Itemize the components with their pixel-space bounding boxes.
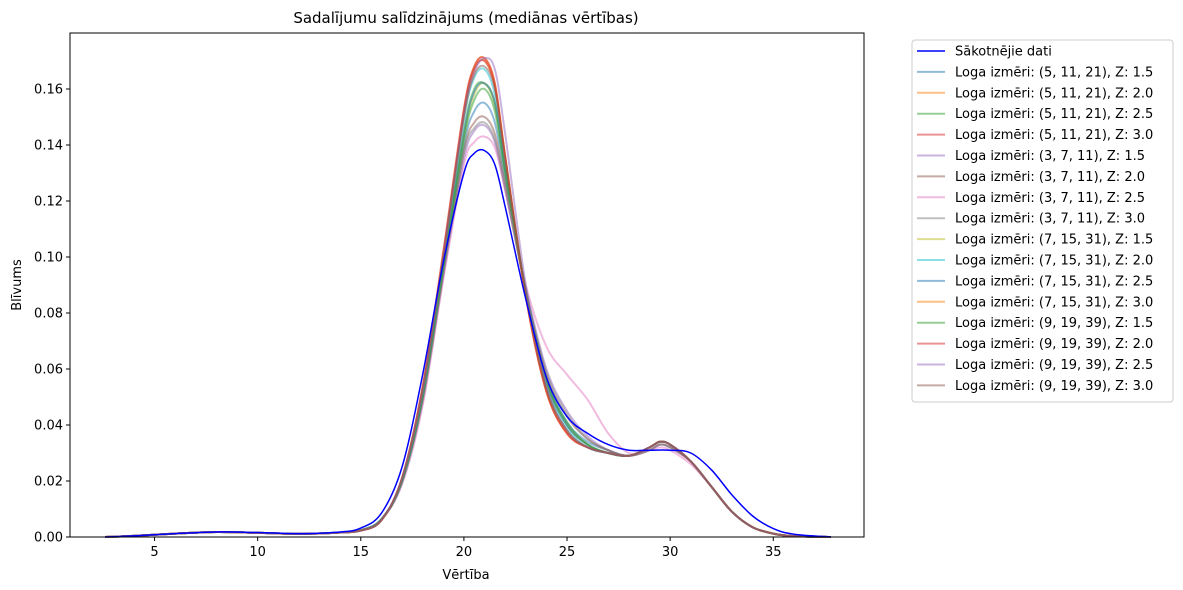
chart-title: Sadalījumu salīdzinājums (mediānas vērtī… <box>293 9 638 27</box>
legend-label-8: Loga izmēri: (3, 7, 11), Z: 3.0 <box>955 212 1145 227</box>
legend-label-9: Loga izmēri: (7, 15, 31), Z: 1.5 <box>955 233 1153 248</box>
legend: Sākotnējie dati Loga izmēri: (5, 11, 21),… <box>911 39 1174 403</box>
legend-label-5: Loga izmēri: (3, 7, 11), Z: 1.5 <box>955 149 1145 164</box>
legend-label-10: Loga izmēri: (7, 15, 31), Z: 2.0 <box>955 254 1153 269</box>
legend-label-13: Loga izmēri: (9, 19, 39), Z: 1.5 <box>955 316 1153 331</box>
x-axis-label: Vērtība <box>442 568 489 583</box>
x-axis-ticks: 5 10 15 20 25 30 35 <box>150 537 782 560</box>
y-tick-label: 0.16 <box>34 83 63 98</box>
series-line-0 <box>105 148 832 538</box>
legend-label-2: Loga izmēri: (5, 11, 21), Z: 2.0 <box>955 86 1153 101</box>
y-tick-label: 0.10 <box>34 251 63 266</box>
y-tick-label: 0.04 <box>34 419 63 434</box>
x-tick-label: 35 <box>765 545 782 560</box>
legend-label-11: Loga izmēri: (7, 15, 31), Z: 2.5 <box>955 274 1153 289</box>
legend-frame <box>911 39 1174 403</box>
legend-label-4: Loga izmēri: (5, 11, 21), Z: 3.0 <box>955 128 1153 143</box>
x-tick-label: 10 <box>249 545 266 560</box>
y-tick-label: 0.12 <box>34 195 63 210</box>
x-tick-label: 5 <box>150 545 158 560</box>
legend-label-12: Loga izmēri: (7, 15, 31), Z: 3.0 <box>955 295 1153 310</box>
plot-lines <box>105 56 832 538</box>
x-tick-label: 25 <box>559 545 576 560</box>
legend-label-3: Loga izmēri: (5, 11, 21), Z: 2.5 <box>955 107 1153 122</box>
y-tick-label: 0.06 <box>34 363 63 378</box>
x-tick-label: 30 <box>662 545 679 560</box>
y-tick-label: 0.08 <box>34 307 63 322</box>
plot-frame <box>69 32 865 538</box>
legend-label-1: Loga izmēri: (5, 11, 21), Z: 1.5 <box>955 65 1153 80</box>
y-axis-ticks: 0.00 0.02 0.04 0.06 0.08 0.10 0.12 0.14 0.16 <box>34 83 70 546</box>
x-tick-label: 20 <box>456 545 473 560</box>
legend-items: Sākotnējie dati Loga izmēri: (5, 11, 21),… <box>917 45 1153 394</box>
y-axis-label: Blīvums <box>10 259 25 311</box>
y-tick-label: 0.14 <box>34 139 63 154</box>
legend-label-6: Loga izmēri: (3, 7, 11), Z: 2.0 <box>955 170 1145 185</box>
legend-label-16: Loga izmēri: (9, 19, 39), Z: 3.0 <box>955 379 1153 394</box>
y-tick-label: 0.00 <box>34 531 63 546</box>
x-tick-label: 15 <box>353 545 370 560</box>
legend-label-14: Loga izmēri: (9, 19, 39), Z: 2.0 <box>955 337 1153 352</box>
legend-label-15: Loga izmēri: (9, 19, 39), Z: 2.5 <box>955 358 1153 373</box>
y-tick-label: 0.02 <box>34 475 63 490</box>
legend-label-0: Sākotnējie dati <box>955 45 1052 60</box>
legend-label-7: Loga izmēri: (3, 7, 11), Z: 2.5 <box>955 191 1145 206</box>
